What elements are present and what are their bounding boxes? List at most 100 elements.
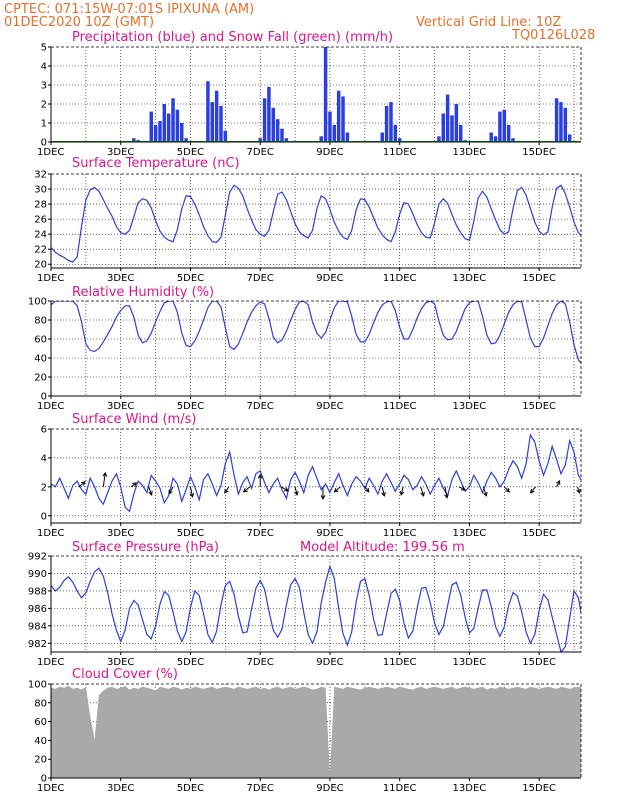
cloud-ytick-label: 80 (34, 698, 47, 709)
wind-arrow (280, 486, 289, 492)
temp-series (51, 184, 581, 263)
wind-arrowhead (257, 473, 263, 479)
cloud-xtick-label: 13DEC (453, 783, 487, 794)
precip-bar (175, 109, 180, 142)
precip-ytick-label: 5 (41, 43, 47, 54)
temp-ytick-label: 28 (34, 200, 47, 211)
rh-xtick-label: 1DEC (37, 401, 64, 412)
pres-ytick-label: 992 (28, 552, 47, 563)
precip-xtick-label: 15DEC (522, 147, 556, 158)
precip-bar (612, 121, 615, 142)
wind-xtick-label: 15DEC (522, 528, 556, 539)
precip-bar (380, 132, 384, 142)
temp-ytick-label: 26 (34, 215, 47, 226)
precip-bar (214, 90, 219, 142)
temp-xtick-label: 7DEC (247, 273, 274, 284)
rh-xtick-label: 15DEC (522, 401, 556, 412)
wind-arrow (364, 486, 370, 493)
wind-arrow (458, 486, 466, 491)
rh-title: Relative Humidity (%) (72, 285, 214, 300)
cloud-ytick-label: 40 (34, 736, 47, 747)
wind-arrowhead (80, 481, 86, 486)
wind-arrow (556, 480, 561, 488)
wind-arrowhead (333, 487, 339, 493)
precip-bar (262, 98, 267, 142)
precip-ytick-label: 2 (41, 100, 47, 111)
precip-bar (607, 112, 610, 142)
wind-xtick-label: 9DEC (316, 528, 343, 539)
wind-arrow (381, 486, 385, 496)
precip-bar (506, 124, 511, 142)
cloud-xtick-label: 7DEC (247, 783, 274, 794)
precip-bar (458, 124, 463, 142)
precip-bar (166, 113, 171, 142)
precip-bar (267, 86, 271, 142)
precip-bar (345, 132, 350, 142)
wind-arrowhead (168, 489, 173, 495)
precip-bar (258, 138, 262, 142)
pres-ytick-label: 982 (28, 639, 47, 650)
wind-arrow (78, 481, 86, 488)
rh-ytick-label: 60 (34, 335, 47, 346)
rh-xtick-label: 3DEC (107, 401, 134, 412)
precip-bar (280, 128, 284, 142)
panels: 0 1 2 3 4 5 1DEC 3DEC 5DEC 7DEC 9DEC 11DEC 13DEC 15DE… (28, 43, 615, 794)
pres-xtick-label: 1DEC (37, 657, 64, 668)
wind-xtick-label: 5DEC (177, 528, 204, 539)
temp-xtick-label: 3DEC (107, 273, 134, 284)
cloud-panel: 0 20 40 60 80 100 1DEC 3DEC 5DEC 7DEC 9DEC 11DEC 13D… (28, 680, 582, 794)
rh-line (51, 301, 581, 364)
wind-arrowhead (320, 495, 326, 500)
precip-bar (332, 124, 337, 142)
wind-arrowhead (505, 487, 511, 493)
precip-ytick-label: 3 (41, 81, 47, 92)
rh-ytick-label: 100 (28, 297, 47, 308)
precip-bar (149, 111, 153, 142)
pres-xtick-label: 3DEC (107, 657, 134, 668)
wind-xtick-label: 1DEC (37, 528, 64, 539)
wind-arrowhead (420, 491, 425, 497)
wind-arrowhead (483, 491, 488, 497)
precip-xtick-label: 1DEC (37, 147, 64, 158)
pres-ytick-label: 984 (28, 621, 47, 632)
cloud-ytick-label: 20 (34, 755, 47, 766)
precip-bar (511, 138, 515, 142)
wind-arrowhead (148, 490, 153, 496)
pres-ytick-label: 988 (28, 586, 47, 597)
wind-series (51, 433, 581, 513)
precip-bar (437, 136, 441, 142)
wind-arrow (482, 486, 487, 497)
precip-xtick-label: 5DEC (177, 147, 204, 158)
rh-ytick-label: 80 (34, 316, 47, 327)
wind-arrowhead (444, 493, 449, 499)
grid-note: Vertical Grid Line: 10Z (416, 15, 561, 30)
precip-xtick-label: 13DEC (453, 147, 487, 158)
precip-bar (153, 124, 158, 142)
rh-series (51, 301, 581, 364)
precip-bar (393, 124, 398, 142)
cloud-xtick-label: 9DEC (316, 783, 343, 794)
wind-arrow (294, 486, 298, 495)
precip-title: Precipitation (blue) and Snow Fall (gree… (72, 30, 393, 45)
precip-bar (171, 98, 175, 142)
precip-bar (206, 81, 210, 142)
wind-arrowhead (293, 490, 299, 496)
station-header: CPTEC: 071:15W-07:01S IPIXUNA (AM) (4, 2, 254, 17)
wind-arrow (189, 486, 193, 497)
wind-arrow (148, 486, 153, 496)
precip-bar (319, 136, 323, 142)
precip-bar (210, 102, 215, 142)
wind-arrow (243, 486, 251, 493)
wind-arrowhead (242, 487, 248, 493)
cloud-series (51, 685, 581, 778)
cloud-area (51, 685, 581, 778)
precip-bar (384, 105, 389, 142)
wind-ytick-label: 0 (41, 511, 47, 522)
rh-ytick-label: 0 (41, 392, 47, 403)
cloud-ytick-label: 60 (34, 717, 47, 728)
cloud-xtick-label: 1DEC (37, 783, 64, 794)
wind-xtick-label: 11DEC (383, 528, 417, 539)
wind-arrow (102, 472, 106, 487)
precip-bar (336, 90, 341, 142)
temp-ytick-label: 32 (34, 170, 47, 181)
